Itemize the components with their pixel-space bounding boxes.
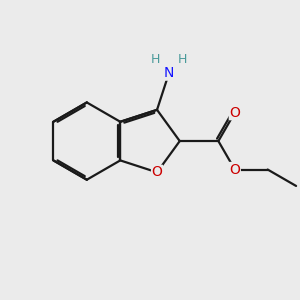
Text: N: N: [164, 66, 174, 80]
Text: O: O: [230, 106, 240, 120]
Text: H: H: [151, 53, 160, 66]
Text: O: O: [230, 163, 240, 176]
Text: H: H: [178, 53, 187, 66]
Text: O: O: [152, 165, 163, 179]
